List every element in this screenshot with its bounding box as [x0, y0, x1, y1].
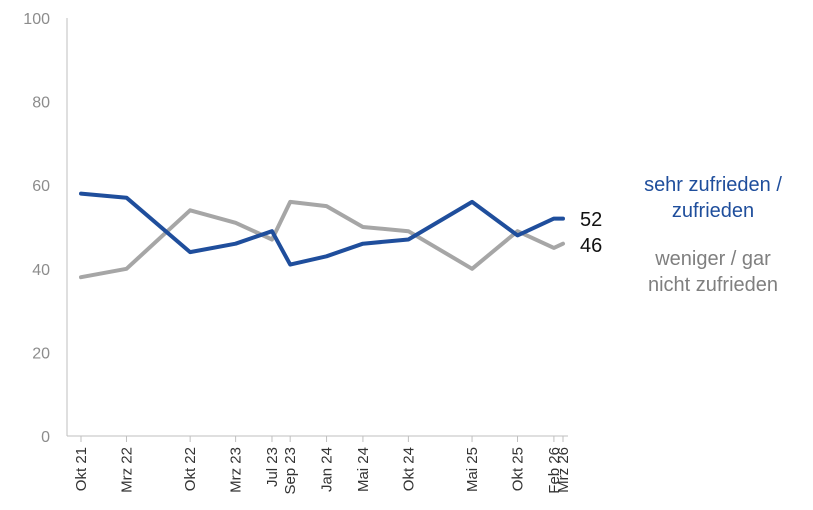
y-tick-label: 100 [23, 11, 50, 28]
y-axis-ticks: 0 20 40 60 80 100 [23, 11, 50, 446]
y-tick-label: 80 [32, 95, 50, 112]
x-tick-label: Okt 21 [73, 447, 90, 491]
series-lines [79, 191, 565, 280]
x-tick-label: Mai 24 [355, 447, 372, 492]
legend-sehr-zufrieden: sehr zufrieden / zufrieden [608, 172, 813, 224]
x-tick-label: Okt 24 [400, 447, 417, 491]
legend-weniger-zufrieden: weniger / gar nicht zufrieden [608, 246, 813, 298]
x-tick-label: Mrz 22 [118, 447, 135, 493]
end-label-weniger-zufrieden: 46 [580, 235, 602, 257]
y-tick-label: 40 [32, 262, 50, 279]
x-tick-label: Mai 25 [464, 447, 481, 492]
x-tick-label: Feb 26 [546, 447, 563, 494]
legend-line: weniger / gar [655, 248, 771, 270]
x-tick-label: Sep 23 [282, 447, 299, 495]
series-line-sehr-zufrieden [79, 191, 565, 267]
end-label-sehr-zufrieden: 52 [580, 209, 602, 231]
series-line-weniger-zufrieden [79, 199, 565, 280]
y-tick-label: 60 [32, 178, 50, 195]
legend-line: nicht zufrieden [647, 274, 779, 296]
x-axis-ticks: Okt 21 Mrz 22 Okt 22 Mrz 23 Jul 23 Sep 23 Jan … [73, 436, 572, 495]
x-tick-label: Okt 25 [510, 447, 527, 491]
x-tick-label: Jul 23 [264, 447, 281, 487]
legend-line: sehr zufrieden / [644, 174, 782, 196]
x-tick-label: Mrz 23 [228, 447, 245, 493]
legend-line: zufrieden [671, 200, 755, 222]
x-tick-label: Mrz 26 [555, 447, 572, 493]
x-tick-label: Okt 22 [182, 447, 199, 491]
y-tick-label: 20 [32, 345, 50, 362]
x-tick-label: Jan 24 [319, 447, 336, 492]
y-tick-label: 0 [41, 429, 50, 446]
